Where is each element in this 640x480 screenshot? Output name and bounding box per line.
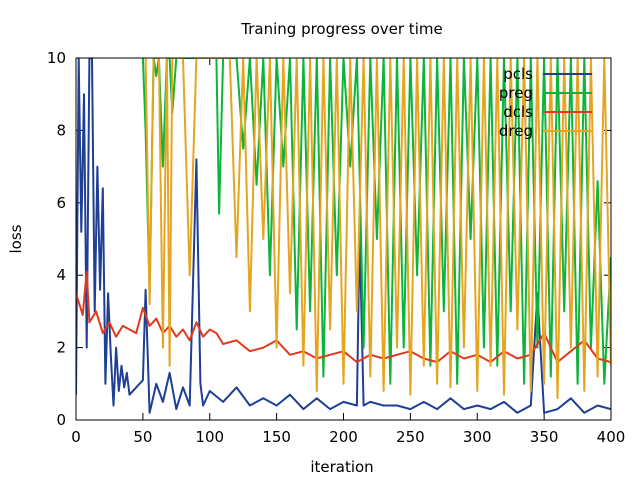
x-axis-label: iteration bbox=[310, 458, 373, 476]
y-tick-label: 0 bbox=[56, 411, 66, 429]
chart-title: Traning progress over time bbox=[240, 20, 442, 38]
y-tick-label: 10 bbox=[47, 49, 66, 67]
y-tick-label: 2 bbox=[56, 339, 66, 357]
x-tick-label: 100 bbox=[195, 428, 224, 446]
y-tick-label: 6 bbox=[56, 194, 66, 212]
series-layer bbox=[76, 58, 611, 414]
series-line-dreg bbox=[144, 58, 611, 400]
x-tick-label: 350 bbox=[530, 428, 559, 446]
x-tick-label: 0 bbox=[71, 428, 81, 446]
series-line-dcls bbox=[76, 270, 611, 364]
series-line-preg bbox=[141, 58, 611, 385]
series-line-pcls bbox=[76, 58, 611, 414]
legend-label-dcls: dcls bbox=[503, 103, 533, 121]
legend-label-pcls: pcls bbox=[503, 65, 533, 83]
y-tick-label: 8 bbox=[56, 121, 66, 139]
x-tick-label: 400 bbox=[597, 428, 626, 446]
x-tick-label: 250 bbox=[396, 428, 425, 446]
x-tick-label: 300 bbox=[463, 428, 492, 446]
legend-label-dreg: dreg bbox=[499, 122, 533, 140]
x-tick-label: 50 bbox=[133, 428, 152, 446]
y-tick-label: 4 bbox=[56, 266, 66, 284]
y-axis-label: loss bbox=[7, 224, 25, 253]
x-tick-label: 150 bbox=[262, 428, 291, 446]
x-tick-label: 200 bbox=[329, 428, 358, 446]
axis-ticks: 0 50 100 150 200 250 300 350 400 0 2 4 6 8 10 bbox=[47, 49, 625, 446]
plot-frame bbox=[75, 57, 612, 421]
legend-label-preg: preg bbox=[499, 84, 533, 102]
